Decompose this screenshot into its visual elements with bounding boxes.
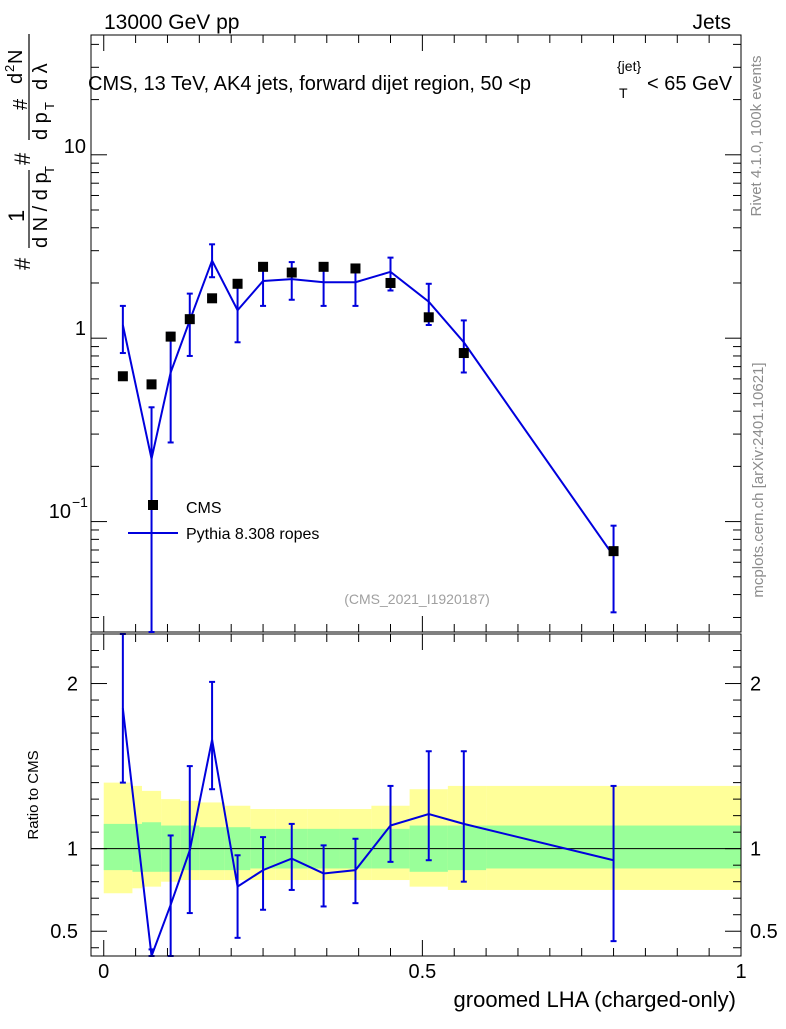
ylabel-n: N <box>5 50 27 64</box>
main-panel-series <box>117 243 619 633</box>
ratio-ytick-label-right: 0.5 <box>750 921 778 943</box>
legend-label-pythia: Pythia 8.308 ropes <box>186 526 319 543</box>
ratio-series <box>119 633 617 957</box>
ylabel-two: 2 <box>2 65 17 72</box>
xtick-label: 1 <box>735 961 746 983</box>
legend-marker-cms <box>148 500 158 510</box>
main-panel-ticks <box>91 35 742 632</box>
main-panel-title: CMS, 13 TeV, AK4 jets, forward dijet reg… <box>88 58 733 101</box>
cms-data-point <box>258 261 269 272</box>
ratio-ytick-label-left: 0.5 <box>50 921 78 943</box>
ratio-ytick-label-right: 1 <box>750 839 761 861</box>
ratio-ytick-label-right: 2 <box>750 674 761 696</box>
ylabel-hash: # <box>10 257 35 270</box>
green-band-segment <box>132 823 142 872</box>
header-energy: 13000 GeV pp <box>104 11 239 34</box>
green-band-segment <box>447 825 487 871</box>
cms-data-point <box>146 379 157 390</box>
ytick-label-10: 10 <box>64 136 86 158</box>
title-sup: {jet} <box>617 58 641 74</box>
y-axis-label-ratio: Ratio to CMS <box>25 750 42 839</box>
ylabel-t-1: T <box>42 166 57 174</box>
cms-data-point <box>385 277 396 288</box>
ytick-label-0p1-exponent: −1 <box>72 494 88 510</box>
pythia-line <box>121 258 615 557</box>
cms-data-point <box>458 348 469 359</box>
legend: CMS Pythia 8.308 ropes <box>128 500 319 543</box>
reference-analysis-id: (CMS_2021_I1920187) <box>344 591 490 607</box>
x-axis-label: groomed LHA (charged-only) <box>454 987 736 1012</box>
ylabel-dlambda: d λ <box>30 63 52 90</box>
ylabel-one: 1 <box>4 210 29 222</box>
ratio-panel-ticks <box>91 634 742 956</box>
ylabel-t-2: T <box>42 102 57 110</box>
title-sub: T <box>619 85 628 101</box>
ratio-ytick-label-left: 1 <box>67 839 78 861</box>
ratio-panel: 0.5 0.51 12 20 0.5 1 groomed LHA (charged-onl… <box>25 633 778 1012</box>
cms-data-point <box>350 263 361 274</box>
mcplots-credit-label: mcplots.cern.ch [arXiv:2401.10621] <box>750 362 767 597</box>
legend-label-cms: CMS <box>186 500 222 517</box>
green-band-segment <box>103 823 133 871</box>
ytick-label-1: 1 <box>75 318 86 340</box>
ratio-tick-labels: 0.5 0.51 12 20 0.5 1 <box>50 674 778 983</box>
cms-data-point <box>423 312 434 323</box>
ylabel-hash-2: # <box>10 152 35 165</box>
y-axis-label-top: # 1 d N / d p T # # d 2 N d p T d λ <box>2 34 57 270</box>
title-main: CMS, 13 TeV, AK4 jets, forward dijet reg… <box>88 73 531 95</box>
cms-data-point <box>318 261 329 272</box>
ratio-panel-frame <box>90 633 742 957</box>
ylabel-hash-3: # <box>10 98 32 110</box>
cms-data-point <box>232 278 243 289</box>
ylabel-dn-dpt: d N / d p <box>30 172 52 248</box>
rivet-version-label: Rivet 4.1.0, 100k events <box>748 56 765 217</box>
green-band-segment <box>141 822 162 872</box>
cms-data-point <box>165 331 176 342</box>
xtick-label: 0.5 <box>408 961 436 983</box>
ylabel-d2: d <box>5 73 27 84</box>
cms-data-point <box>286 267 297 278</box>
xtick-label: 0 <box>98 961 109 983</box>
svg-text:CMS, 13 TeV, AK4 jets, forward: CMS, 13 TeV, AK4 jets, forward dijet reg… <box>88 73 531 95</box>
cms-data-point <box>207 293 218 304</box>
main-panel-frame <box>90 34 742 633</box>
header-category: Jets <box>692 11 731 34</box>
ratio-line <box>121 708 614 957</box>
title-tail: < 65 GeV <box>647 73 733 95</box>
cms-data-point <box>608 546 619 557</box>
main-panel: 10 1 10 −1 CMS, 13 TeV, AK4 jets, forwar… <box>2 34 742 633</box>
ytick-label-0p1: 10 <box>49 501 71 523</box>
ratio-ytick-label-left: 2 <box>67 674 78 696</box>
ylabel-dpt: d p <box>30 112 52 140</box>
cms-data-point <box>184 314 195 325</box>
cms-data-point <box>117 371 128 382</box>
